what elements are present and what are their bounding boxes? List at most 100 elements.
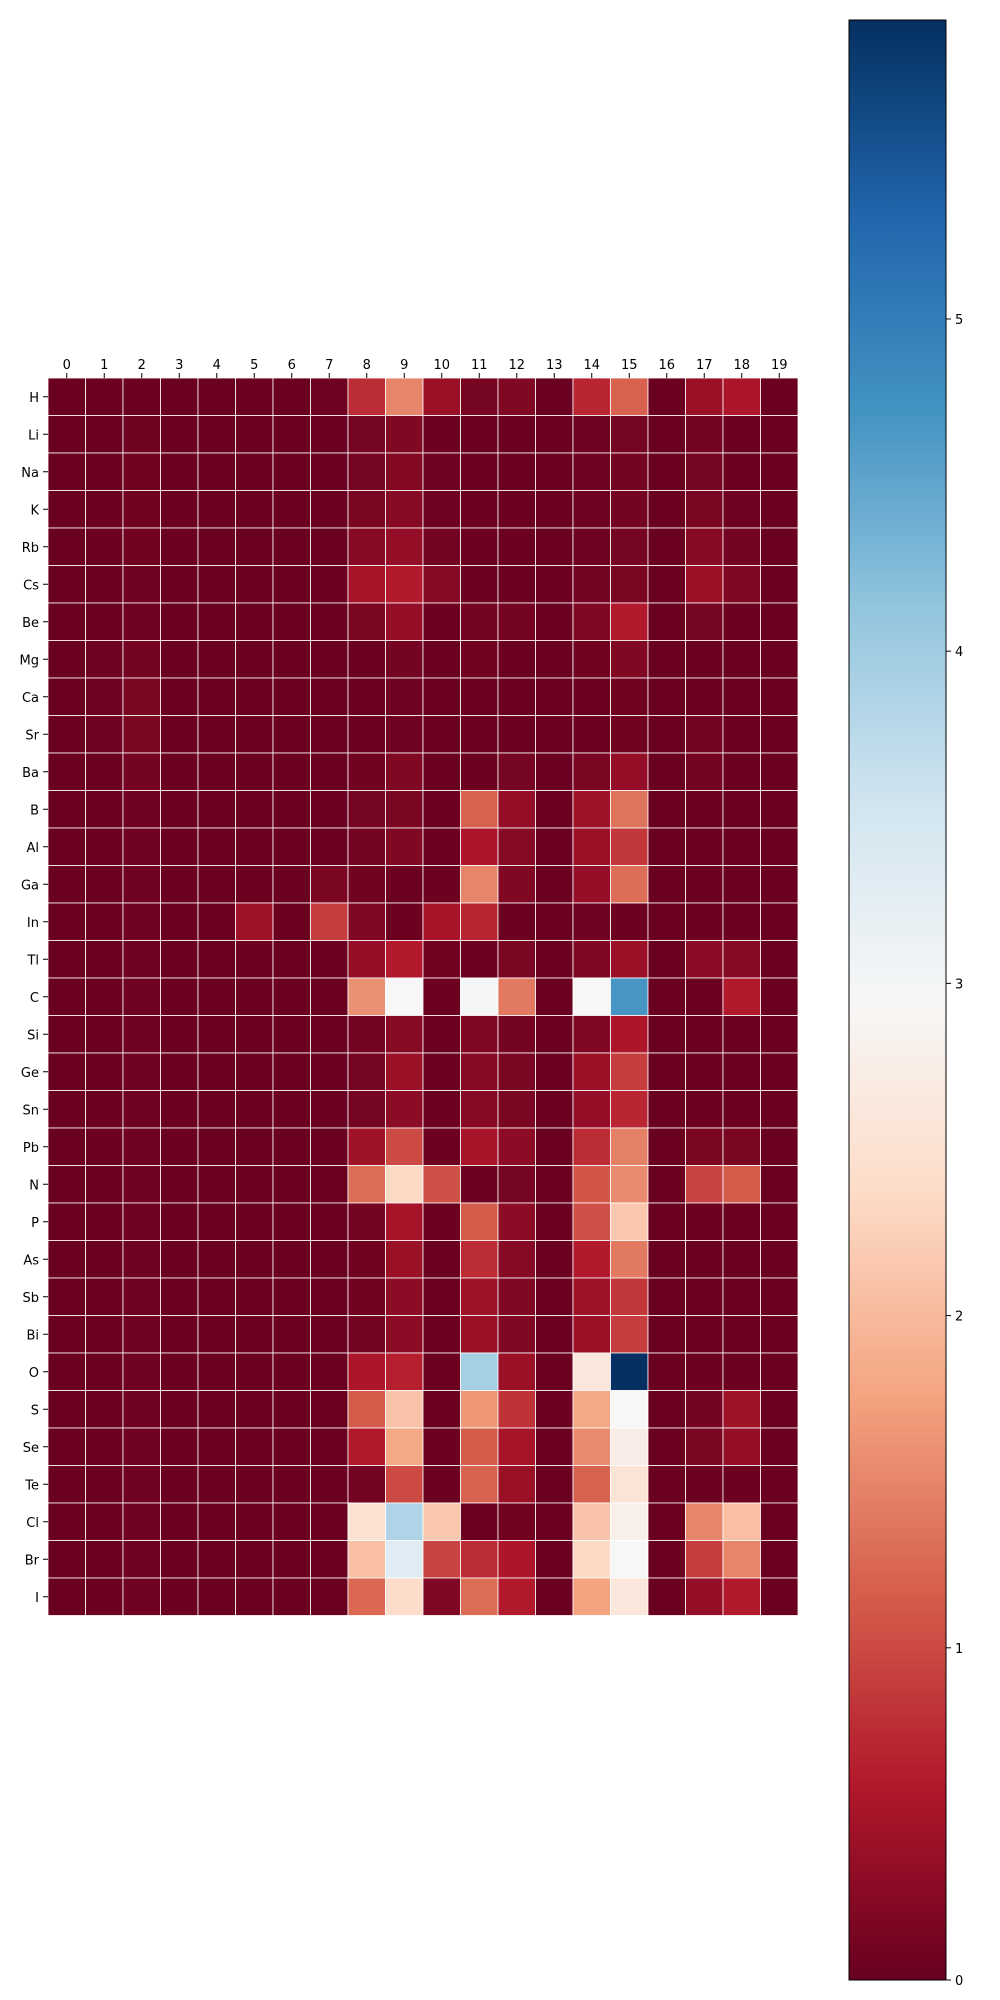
heatmap-cell	[460, 1315, 499, 1354]
heatmap-cell	[460, 565, 499, 604]
heatmap-cell	[47, 1052, 86, 1091]
x-tick-label: 10	[433, 358, 450, 373]
heatmap-cell	[160, 452, 199, 491]
heatmap-cell	[647, 1202, 686, 1241]
heatmap-cell	[422, 790, 461, 829]
heatmap-cell	[272, 715, 311, 754]
heatmap-cell	[685, 902, 724, 941]
heatmap-cell	[760, 940, 799, 979]
heatmap-cell	[235, 1202, 274, 1241]
heatmap-cell	[422, 940, 461, 979]
heatmap-cell	[422, 1390, 461, 1429]
heatmap-cell	[610, 1165, 649, 1204]
heatmap-cell	[422, 1427, 461, 1466]
heatmap-cell	[535, 490, 574, 529]
heatmap-cell	[272, 1390, 311, 1429]
heatmap-cell	[610, 640, 649, 679]
heatmap-cell	[197, 1427, 236, 1466]
x-tick-label: 3	[175, 358, 183, 373]
heatmap-cell	[47, 790, 86, 829]
heatmap-cell	[497, 1427, 536, 1466]
heatmap-cell	[685, 1052, 724, 1091]
heatmap-cell	[122, 715, 161, 754]
heatmap-cell	[760, 452, 799, 491]
heatmap-cell	[722, 1202, 761, 1241]
heatmap-cell	[760, 752, 799, 791]
heatmap-cell	[572, 415, 611, 454]
heatmap-cell	[647, 1540, 686, 1579]
heatmap-cell	[85, 640, 124, 679]
heatmap-cell	[122, 1277, 161, 1316]
heatmap-cell	[122, 1540, 161, 1579]
heatmap-cell	[160, 490, 199, 529]
x-tick-label: 13	[546, 358, 563, 373]
heatmap-cell	[347, 602, 386, 641]
heatmap-cell	[572, 490, 611, 529]
heatmap-cell	[347, 902, 386, 941]
heatmap-cell	[460, 1202, 499, 1241]
heatmap-cell	[422, 827, 461, 866]
heatmap-cell	[610, 1240, 649, 1279]
heatmap-cell	[572, 1240, 611, 1279]
heatmap-cell	[497, 1465, 536, 1504]
heatmap-cell	[647, 1315, 686, 1354]
heatmap-cell	[235, 977, 274, 1016]
heatmap-cell	[385, 1465, 424, 1504]
heatmap-cell	[535, 452, 574, 491]
heatmap-cell	[197, 1277, 236, 1316]
heatmap-cell	[235, 752, 274, 791]
heatmap-cell	[197, 490, 236, 529]
heatmap-cell	[460, 940, 499, 979]
heatmap-cell	[122, 452, 161, 491]
heatmap-cell	[422, 977, 461, 1016]
heatmap-cell	[760, 415, 799, 454]
heatmap-cell	[160, 1427, 199, 1466]
heatmap-cell	[235, 490, 274, 529]
heatmap-cell	[460, 827, 499, 866]
heatmap-cell	[497, 377, 536, 416]
heatmap-cell	[310, 1240, 349, 1279]
x-tick-label: 14	[583, 358, 600, 373]
heatmap-cell	[197, 827, 236, 866]
heatmap-cell	[760, 1202, 799, 1241]
heatmap-cell	[385, 1090, 424, 1129]
heatmap-cell	[347, 827, 386, 866]
y-tick-label: Sr	[25, 728, 39, 743]
heatmap-cell	[535, 565, 574, 604]
heatmap-cell	[160, 527, 199, 566]
heatmap-cell	[85, 527, 124, 566]
heatmap-cell	[197, 1052, 236, 1091]
heatmap-cell	[685, 865, 724, 904]
heatmap-cell	[760, 1577, 799, 1616]
heatmap-cell	[497, 790, 536, 829]
heatmap-cell	[385, 452, 424, 491]
heatmap-cell	[347, 565, 386, 604]
x-tick-label: 17	[696, 358, 713, 373]
heatmap-cell	[272, 1465, 311, 1504]
heatmap-cell	[422, 1052, 461, 1091]
heatmap-cell	[610, 1202, 649, 1241]
heatmap-cell	[535, 1015, 574, 1054]
heatmap-cell	[572, 677, 611, 716]
heatmap-cell	[535, 1052, 574, 1091]
heatmap-cell	[497, 940, 536, 979]
heatmap-cell	[497, 902, 536, 941]
heatmap-cell	[272, 1277, 311, 1316]
heatmap-cell	[160, 715, 199, 754]
heatmap-cell	[197, 452, 236, 491]
heatmap-cell	[85, 865, 124, 904]
heatmap-cell	[47, 1465, 86, 1504]
heatmap-cell	[460, 415, 499, 454]
heatmap-cell	[122, 940, 161, 979]
heatmap-cell	[272, 865, 311, 904]
heatmap-cell	[122, 827, 161, 866]
heatmap-cell	[722, 790, 761, 829]
heatmap-cell	[610, 415, 649, 454]
x-tick-label: 11	[471, 358, 488, 373]
heatmap-cell	[760, 1127, 799, 1166]
heatmap-cell	[535, 827, 574, 866]
heatmap-cell	[572, 977, 611, 1016]
heatmap-cell	[47, 1315, 86, 1354]
heatmap-cell	[685, 752, 724, 791]
heatmap-cell	[272, 1165, 311, 1204]
